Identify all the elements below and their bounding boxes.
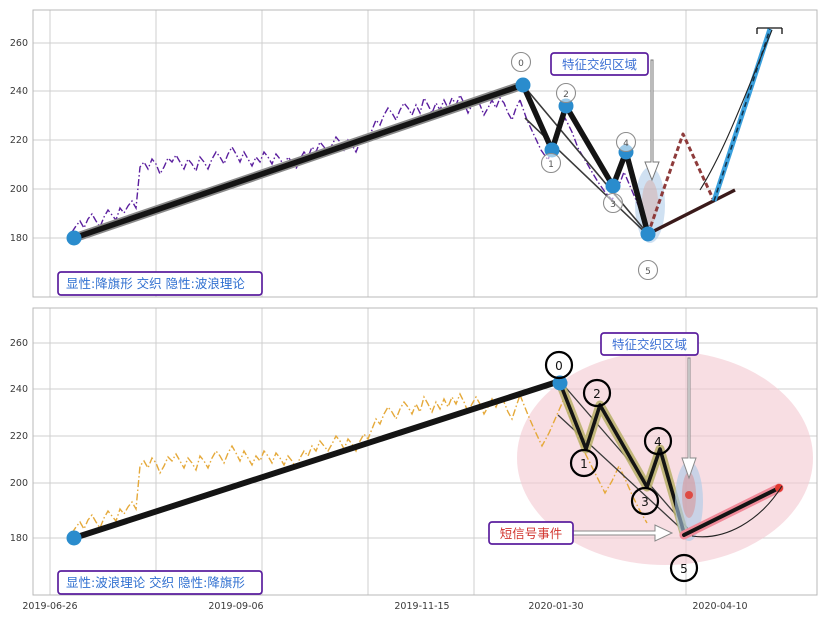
top-plot-frame — [32, 9, 818, 298]
bottom-chart-panel: 180 200 220 240 260 — [0, 303, 819, 617]
top-forecast-rise — [713, 28, 771, 202]
top-wave-marker-1: 1 — [540, 152, 562, 174]
top-main-trend-line — [71, 82, 526, 241]
svg-text:1: 1 — [580, 457, 588, 471]
bottom-elliott-zigzag — [558, 381, 686, 535]
top-annotation-zone: 特征交织区域 — [550, 52, 649, 76]
top-wave-marker-4: 4 — [615, 131, 637, 153]
bottom-plot-frame — [32, 307, 818, 596]
top-wave-marker-2: 2 — [555, 82, 577, 104]
svg-text:短信号事件: 短信号事件 — [500, 526, 563, 541]
bottom-signal-arrow — [681, 357, 697, 480]
bottom-wave-marker-1: 1 — [569, 448, 599, 478]
top-chart-panel: 180 200 220 240 260 — [0, 0, 819, 300]
svg-text:3: 3 — [610, 200, 616, 210]
svg-text:3: 3 — [641, 495, 649, 509]
bottom-wave-marker-3: 3 — [630, 486, 660, 516]
svg-text:0: 0 — [555, 359, 563, 373]
top-signal-arrow — [644, 59, 660, 182]
bottom-main-trend-line — [71, 378, 563, 541]
top-confluence-core — [642, 180, 658, 224]
top-wave-marker-0: 0 — [510, 51, 532, 73]
svg-text:240: 240 — [10, 86, 28, 97]
svg-text:特征交织区域: 特征交织区域 — [562, 57, 637, 72]
svg-text:2020-04-10: 2020-04-10 — [692, 601, 747, 612]
x-axis-labels: 2019-06-26 2019-09-06 2019-11-15 2020-01… — [22, 601, 747, 612]
top-elliott-zigzag — [520, 82, 651, 237]
svg-text:220: 220 — [10, 135, 28, 146]
bottom-wave-marker-0: 0 — [544, 350, 574, 380]
svg-text:显性:降旗形 交织 隐性:波浪理论: 显性:降旗形 交织 隐性:波浪理论 — [66, 276, 245, 291]
svg-text:1: 1 — [548, 160, 554, 170]
top-channel-upper — [522, 84, 649, 235]
bottom-chart-svg: 180 200 220 240 260 — [10, 307, 818, 612]
svg-text:200: 200 — [10, 478, 28, 489]
bottom-wave-marker-2: 2 — [582, 378, 612, 408]
svg-text:260: 260 — [10, 38, 28, 49]
svg-text:180: 180 — [10, 233, 28, 244]
bottom-rebound-line — [682, 486, 781, 537]
bottom-pivot-dots — [66, 375, 568, 546]
top-y-axis-labels: 180 200 220 240 260 — [10, 38, 28, 244]
svg-text:2019-09-06: 2019-09-06 — [208, 601, 263, 612]
svg-text:4: 4 — [623, 139, 629, 149]
svg-text:200: 200 — [10, 184, 28, 195]
bottom-signal-dot — [685, 491, 693, 499]
top-legend: 显性:降旗形 交织 隐性:波浪理论 — [57, 271, 263, 296]
bottom-event-annotation: 短信号事件 — [488, 521, 574, 545]
top-wave-marker-3: 3 — [602, 192, 624, 214]
svg-text:220: 220 — [10, 431, 28, 442]
svg-text:260: 260 — [10, 338, 28, 349]
bottom-y-axis-labels: 180 200 220 240 260 — [10, 338, 28, 544]
bottom-wave-marker-5: 5 — [669, 553, 699, 583]
top-wave-marker-5: 5 — [637, 259, 659, 281]
bottom-legend: 显性:波浪理论 交织 隐性:降旗形 — [57, 570, 263, 595]
price-line-purple — [71, 93, 521, 233]
svg-text:显性:波浪理论 交织 隐性:降旗形: 显性:波浪理论 交织 隐性:降旗形 — [66, 575, 245, 590]
bottom-annotation-zone: 特征交织区域 — [600, 332, 699, 356]
svg-text:0: 0 — [518, 59, 524, 69]
svg-text:5: 5 — [645, 267, 651, 277]
svg-text:240: 240 — [10, 384, 28, 395]
svg-text:特征交织区域: 特征交织区域 — [612, 337, 687, 352]
top-forecast-zigzag — [646, 132, 716, 235]
bottom-wave-marker-4: 4 — [643, 426, 673, 456]
svg-text:4: 4 — [654, 435, 662, 449]
top-gridlines — [33, 10, 817, 297]
bottom-rebound-endpoint — [775, 484, 783, 492]
svg-text:2: 2 — [593, 387, 601, 401]
svg-text:5: 5 — [680, 562, 688, 576]
top-forecast-base — [647, 188, 736, 236]
svg-text:180: 180 — [10, 533, 28, 544]
svg-text:2019-11-15: 2019-11-15 — [394, 601, 449, 612]
svg-text:2020-01-30: 2020-01-30 — [528, 601, 583, 612]
svg-text:2: 2 — [563, 90, 569, 100]
svg-text:2019-06-26: 2019-06-26 — [22, 601, 77, 612]
bottom-event-arrow — [572, 524, 674, 542]
bottom-curve-guide — [691, 485, 783, 538]
top-chart-svg: 180 200 220 240 260 — [10, 9, 818, 298]
top-curve-guide — [699, 29, 773, 191]
